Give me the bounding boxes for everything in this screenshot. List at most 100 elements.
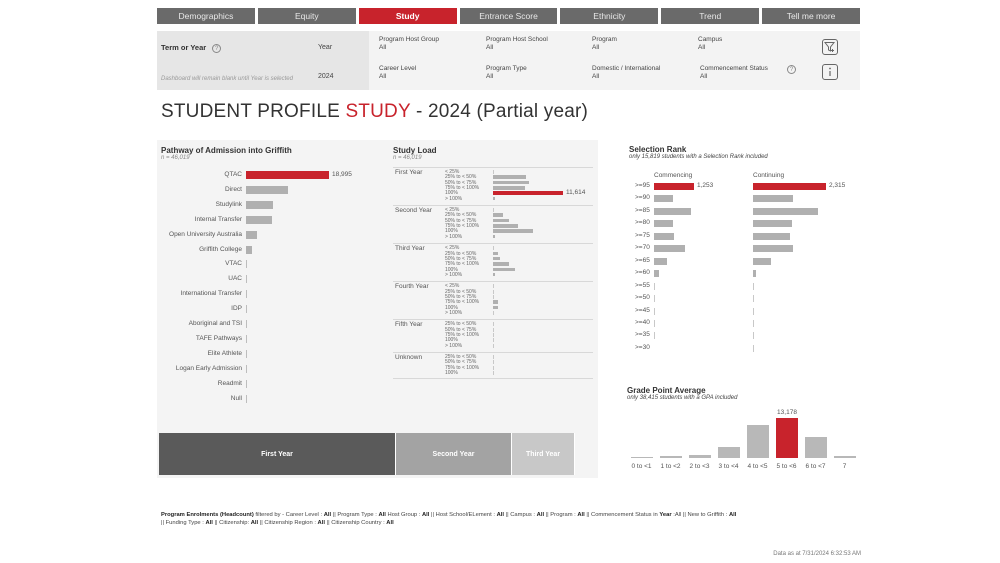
selection-rank-bar[interactable] [654,220,673,228]
study-load-bar[interactable] [493,272,495,277]
study-load-bar[interactable] [493,180,529,185]
pathway-bar[interactable] [246,275,247,284]
study-load-bar[interactable] [493,218,510,223]
pathway-bar[interactable] [246,364,247,373]
study-load-bar[interactable] [493,371,494,376]
gpa-bar[interactable] [630,457,653,458]
selection-rank-bar[interactable] [654,307,655,315]
selection-rank-bar[interactable] [753,195,794,203]
tab-entrance-score[interactable]: Entrance Score [459,8,558,24]
study-load-bar[interactable] [493,262,510,266]
pathway-bar[interactable] [246,349,247,358]
study-load-bar[interactable] [493,175,526,179]
year-select[interactable]: 2024 [318,73,334,80]
tab-ethnicity[interactable]: Ethnicity [560,8,659,24]
study-load-bar[interactable] [493,343,494,348]
tab-trend[interactable]: Trend [661,8,760,24]
selection-rank-bar[interactable] [753,207,818,215]
pathway-bar[interactable] [246,334,247,343]
filter-program-host-group[interactable]: Program Host Group All [379,36,439,52]
selection-rank-bar[interactable] [654,245,685,253]
selection-rank-bar[interactable] [654,282,655,290]
selection-rank-bar[interactable] [654,183,694,190]
filter-value[interactable]: All [700,73,708,80]
study-load-bar[interactable] [493,256,501,261]
selection-rank-bar[interactable] [654,207,692,215]
year-strip-second-year[interactable]: Second Year [396,433,512,475]
study-load-bar[interactable] [493,213,504,217]
filter-value[interactable]: All [486,44,494,51]
filter-value[interactable]: All [698,44,706,51]
pathway-bar[interactable] [246,215,272,224]
study-load-bar[interactable] [493,327,494,332]
pathway-bar[interactable] [246,320,247,328]
gpa-bar[interactable] [746,425,769,458]
study-load-bar[interactable] [493,191,563,196]
study-load-bar[interactable] [493,305,498,310]
filter-program-host-school[interactable]: Program Host School All [486,36,548,52]
filter-domestic-international[interactable]: Domestic / International All [592,65,660,81]
selection-rank-bar[interactable] [654,295,655,303]
selection-rank-bar[interactable] [654,257,668,265]
pathway-bar[interactable] [246,394,247,403]
gpa-bar[interactable] [833,456,856,458]
tab-study[interactable]: Study [358,8,457,24]
pathway-bar[interactable] [246,245,253,254]
year-strip-first-year[interactable]: First Year [159,433,396,475]
study-load-bar[interactable] [493,284,494,289]
study-load-bar[interactable] [493,338,494,343]
study-load-bar[interactable] [493,267,515,272]
selection-rank-bar[interactable] [753,270,756,278]
tab-tell-me-more[interactable]: Tell me more [762,8,861,24]
selection-rank-bar[interactable] [753,332,754,340]
filter-value[interactable]: All [379,73,387,80]
selection-rank-bar[interactable] [753,282,754,290]
selection-rank-bar[interactable] [753,245,794,253]
selection-rank-bar[interactable] [753,344,754,352]
study-load-bar[interactable] [493,311,494,316]
selection-rank-bar[interactable] [654,232,674,240]
year-strip-third-year[interactable]: Third Year [512,433,575,475]
gpa-bar[interactable] [804,437,827,458]
filter-program-type[interactable]: Program Type All [486,65,527,81]
filter-value[interactable]: All [486,73,494,80]
study-load-bar[interactable] [493,294,494,299]
filter-add-icon[interactable] [822,39,838,55]
filter-campus[interactable]: Campus All [698,36,722,52]
study-load-bar[interactable] [493,355,494,360]
filter-career-level[interactable]: Career Level All [379,65,416,81]
study-load-bar[interactable] [493,333,494,338]
filter-commencement-status[interactable]: Commencement Status All [700,65,768,81]
selection-rank-bar[interactable] [753,183,826,190]
filter-value[interactable]: All [592,44,600,51]
study-load-bar[interactable] [493,186,525,190]
selection-rank-bar[interactable] [753,220,793,228]
filter-value[interactable]: All [379,44,387,51]
gpa-bar[interactable] [688,455,711,458]
study-load-bar[interactable] [493,289,494,294]
pathway-bar[interactable] [246,230,257,239]
pathway-bar[interactable] [246,185,288,194]
pathway-bar[interactable] [246,290,247,299]
study-load-bar[interactable] [493,246,494,251]
filter-program[interactable]: Program All [592,36,617,52]
study-load-bar[interactable] [493,208,494,213]
filter-value[interactable]: All [592,73,600,80]
study-load-bar[interactable] [493,234,495,239]
gpa-bar[interactable] [717,447,740,458]
study-load-bar[interactable] [493,196,496,201]
help-icon[interactable]: ? [212,43,222,53]
study-load-bar[interactable] [493,170,494,174]
info-icon[interactable] [822,64,838,80]
study-load-bar[interactable] [493,322,494,327]
selection-rank-bar[interactable] [753,232,791,240]
selection-rank-bar[interactable] [753,295,754,303]
pathway-bar[interactable] [246,305,247,314]
pathway-bar[interactable] [246,171,329,179]
selection-rank-bar[interactable] [654,319,655,327]
tab-equity[interactable]: Equity [257,8,356,24]
commencement-help-icon[interactable]: ? [787,65,796,74]
gpa-bar[interactable] [775,418,798,458]
selection-rank-bar[interactable] [753,307,754,315]
study-load-bar[interactable] [493,229,534,233]
